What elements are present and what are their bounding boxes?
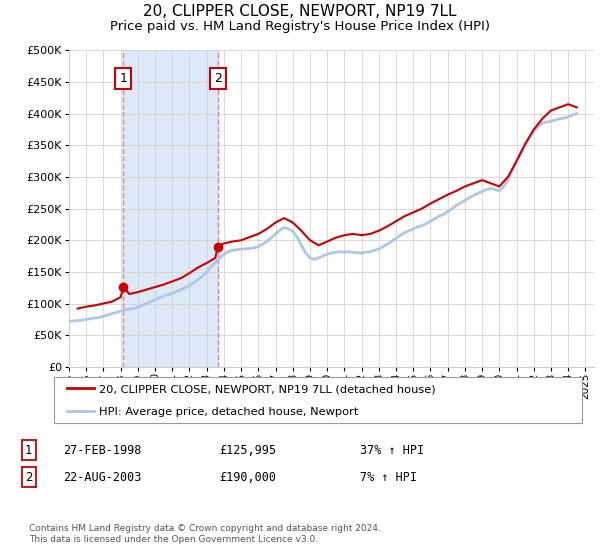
Text: 2: 2 <box>214 72 221 85</box>
Text: 1: 1 <box>25 444 32 457</box>
Text: 1: 1 <box>119 72 127 85</box>
Text: 2: 2 <box>25 470 32 484</box>
Text: £125,995: £125,995 <box>219 444 276 457</box>
Bar <box>124 50 218 367</box>
Text: 20, CLIPPER CLOSE, NEWPORT, NP19 7LL (detached house): 20, CLIPPER CLOSE, NEWPORT, NP19 7LL (de… <box>99 384 436 394</box>
Text: Price paid vs. HM Land Registry's House Price Index (HPI): Price paid vs. HM Land Registry's House … <box>110 20 490 32</box>
Text: £190,000: £190,000 <box>219 470 276 484</box>
Text: 7% ↑ HPI: 7% ↑ HPI <box>360 470 417 484</box>
Text: HPI: Average price, detached house, Newport: HPI: Average price, detached house, Newp… <box>99 407 358 417</box>
Text: 27-FEB-1998: 27-FEB-1998 <box>63 444 142 457</box>
Text: 22-AUG-2003: 22-AUG-2003 <box>63 470 142 484</box>
Text: 20, CLIPPER CLOSE, NEWPORT, NP19 7LL: 20, CLIPPER CLOSE, NEWPORT, NP19 7LL <box>143 4 457 19</box>
FancyBboxPatch shape <box>54 377 582 423</box>
Text: 37% ↑ HPI: 37% ↑ HPI <box>360 444 424 457</box>
Text: Contains HM Land Registry data © Crown copyright and database right 2024.
This d: Contains HM Land Registry data © Crown c… <box>29 524 380 544</box>
